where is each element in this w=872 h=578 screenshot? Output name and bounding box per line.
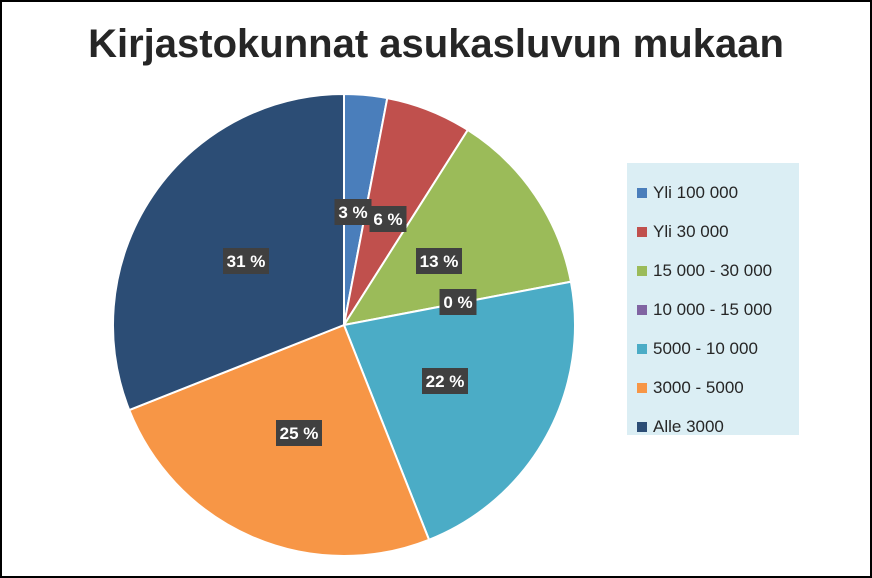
data-label-alle-3000: 31 % xyxy=(223,248,269,274)
legend-swatch xyxy=(637,421,647,432)
legend-item-10-000-15-000: 10 000 - 15 000 xyxy=(637,290,799,329)
legend-swatch xyxy=(637,382,647,393)
svg-text:25 %: 25 % xyxy=(280,424,319,443)
chart-title: Kirjastokunnat asukasluvun mukaan xyxy=(88,22,784,66)
legend-item-yli-30-000: Yli 30 000 xyxy=(637,212,799,251)
legend-swatch xyxy=(637,265,647,276)
svg-text:0 %: 0 % xyxy=(443,293,472,312)
data-label-yli-100-000: 3 % xyxy=(334,199,372,225)
legend-label: Alle 3000 xyxy=(653,416,724,436)
legend-item-15-000-30-000: 15 000 - 30 000 xyxy=(637,251,799,290)
svg-text:13 %: 13 % xyxy=(420,252,459,271)
legend-swatch xyxy=(637,343,647,354)
data-label-15-000-30-000: 13 % xyxy=(416,248,462,274)
svg-text:31 %: 31 % xyxy=(227,252,266,271)
legend-item-5000-10-000: 5000 - 10 000 xyxy=(637,329,799,368)
svg-text:6 %: 6 % xyxy=(373,210,402,229)
pie-slice-5000-10-000 xyxy=(342,280,576,542)
legend-label: Yli 100 000 xyxy=(653,182,739,202)
legend-swatch xyxy=(637,226,647,237)
legend-item-alle-3000: Alle 3000 xyxy=(637,407,799,446)
data-label-3000-5000: 25 % xyxy=(276,420,322,446)
svg-text:3 %: 3 % xyxy=(338,203,367,222)
legend-label: Yli 30 000 xyxy=(653,221,729,241)
data-label-yli-30-000: 6 % xyxy=(369,206,407,232)
data-label-5000-10-000: 22 % xyxy=(422,368,468,394)
legend-label: 5000 - 10 000 xyxy=(653,338,758,358)
legend-item-yli-100-000: Yli 100 000 xyxy=(637,173,799,212)
data-label-10-000-15-000: 0 % xyxy=(439,289,477,315)
legend-item-3000-5000: 3000 - 5000 xyxy=(637,368,799,407)
legend-swatch xyxy=(637,187,647,198)
chart-legend: Yli 100 000 Yli 30 000 15 000 - 30 000 10 0… xyxy=(627,163,799,436)
pie-slice-15-000-30-000 xyxy=(341,128,573,327)
legend-label: 3000 - 5000 xyxy=(653,377,744,397)
legend-label: 10 000 - 15 000 xyxy=(653,299,773,319)
legend-swatch xyxy=(637,304,647,315)
legend-label: 15 000 - 30 000 xyxy=(653,260,773,280)
svg-text:22 %: 22 % xyxy=(426,372,465,391)
